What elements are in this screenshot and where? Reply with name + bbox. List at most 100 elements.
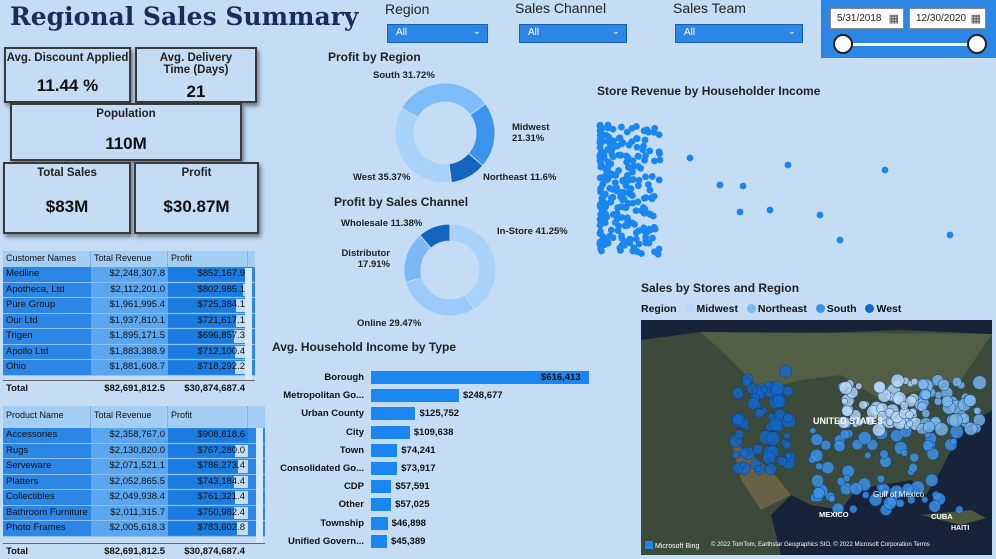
scatter-point[interactable] (599, 236, 607, 243)
map-store-marker[interactable] (889, 484, 904, 499)
calendar-icon[interactable]: ▦ (888, 13, 899, 25)
map-store-marker[interactable] (921, 496, 929, 504)
map-store-marker[interactable] (876, 474, 885, 483)
scatter-point[interactable] (604, 239, 612, 247)
scatter-point[interactable] (598, 136, 606, 144)
scatter-point[interactable] (648, 173, 656, 180)
scatter-point[interactable] (649, 234, 656, 242)
scatter-point[interactable] (784, 161, 792, 169)
scatter-point[interactable] (686, 154, 694, 162)
date-slider-end-handle[interactable] (967, 34, 987, 54)
scatter-point[interactable] (608, 170, 616, 178)
map-store-marker[interactable] (776, 455, 787, 466)
map-copyright[interactable]: © 2022 TomTom, Earthstar Geographics SIO… (711, 542, 930, 548)
scatter-point[interactable] (649, 212, 657, 220)
scatter-point[interactable] (618, 214, 626, 221)
map-store-marker[interactable] (764, 463, 777, 476)
scatter-point[interactable] (656, 156, 664, 164)
scatter-point[interactable] (604, 145, 612, 153)
column-header-customer[interactable]: Customer Names (3, 251, 91, 267)
map-store-marker[interactable] (963, 421, 978, 436)
table-row[interactable]: Trigen $1,895,171.5 $696,857.3 (3, 329, 255, 345)
map-store-marker[interactable] (754, 464, 762, 473)
scatter-point[interactable] (597, 163, 605, 171)
date-slider-track[interactable] (841, 43, 977, 46)
map-store-marker[interactable] (739, 447, 750, 458)
scatter-point[interactable] (606, 184, 614, 192)
scatter-point[interactable] (617, 193, 624, 201)
scatter-point[interactable] (642, 233, 650, 241)
map-store-marker[interactable] (839, 429, 850, 440)
table-row[interactable]: Collectibles $2,049,938.4 $761,321.4 (3, 490, 265, 506)
scatter-point[interactable] (648, 195, 656, 203)
map-store-marker[interactable] (770, 381, 785, 396)
calendar-icon[interactable]: ▦ (970, 13, 981, 25)
column-header-product[interactable]: Product Name (3, 406, 91, 428)
map-store-marker[interactable] (873, 380, 886, 394)
scatter-point[interactable] (619, 177, 627, 184)
map-store-marker[interactable] (865, 415, 876, 426)
scatter-point[interactable] (617, 247, 624, 254)
map-store-marker[interactable] (739, 461, 747, 469)
map-store-marker[interactable] (831, 502, 845, 515)
income-bar[interactable] (371, 462, 398, 475)
table-row[interactable]: Rugs $2,130,820.0 $767,280.0 (3, 443, 265, 459)
scatter-point[interactable] (607, 160, 615, 168)
map-store-marker[interactable] (883, 496, 897, 510)
scatter-point[interactable] (633, 135, 641, 143)
map-store-marker[interactable] (762, 451, 776, 465)
start-date-input[interactable]: 5/31/2018 ▦ (830, 8, 904, 29)
scatter-point[interactable] (601, 214, 609, 222)
table-row[interactable]: Bathroom Furniture $2,011,315.7 $750,982.4 (3, 505, 265, 521)
scatter-point[interactable] (641, 136, 649, 144)
map-store-marker[interactable] (858, 400, 868, 410)
map-store-marker[interactable] (741, 377, 752, 387)
donut-slice-wholesale[interactable] (419, 223, 451, 249)
map-store-marker[interactable] (732, 387, 744, 400)
map-store-marker[interactable] (769, 417, 783, 432)
map-store-marker[interactable] (849, 482, 863, 496)
scatter-point[interactable] (602, 131, 610, 139)
scatter-point[interactable] (601, 204, 609, 211)
income-bar[interactable] (371, 480, 392, 494)
map-store-marker[interactable] (849, 504, 858, 514)
map-store-marker[interactable] (809, 449, 824, 463)
map-store-marker[interactable] (955, 505, 964, 514)
scatter-point[interactable] (618, 123, 625, 131)
map-store-marker[interactable] (841, 405, 853, 417)
map-store-marker[interactable] (950, 437, 958, 446)
map-store-marker[interactable] (964, 394, 977, 407)
legend-northeast[interactable]: Northeast (757, 303, 807, 315)
scatter-point[interactable] (634, 162, 642, 170)
map-store-marker[interactable] (855, 382, 863, 390)
map-store-marker[interactable] (951, 376, 963, 388)
scatter-point[interactable] (596, 222, 604, 229)
scatter-point[interactable] (716, 181, 724, 189)
map-store-marker[interactable] (810, 433, 824, 446)
map-store-marker[interactable] (812, 486, 825, 500)
table-row[interactable]: Apollo Ltd $1,883,388.9 $712,100.4 (3, 344, 255, 360)
table-row[interactable]: Pure Group $1,961,995.4 $725,384.1 (3, 298, 255, 314)
scatter-point[interactable] (623, 128, 631, 136)
donut-slice-online[interactable] (405, 277, 475, 317)
sales-map[interactable]: UNITED STATES Gulf of Mexico MEXICO CUBA… (641, 320, 992, 555)
legend-south[interactable]: South (826, 303, 857, 315)
map-store-marker[interactable] (811, 474, 825, 488)
map-store-marker[interactable] (838, 381, 853, 395)
scatter-point[interactable] (607, 226, 615, 234)
scatter-point[interactable] (644, 181, 652, 188)
scatter-point[interactable] (739, 182, 747, 190)
map-store-marker[interactable] (917, 378, 929, 390)
scatter-point[interactable] (655, 148, 663, 156)
map-store-marker[interactable] (905, 410, 914, 419)
map-store-marker[interactable] (828, 495, 836, 503)
scatter-point[interactable] (651, 157, 658, 165)
map-store-marker[interactable] (879, 449, 889, 459)
map-store-marker[interactable] (872, 423, 886, 437)
map-store-marker[interactable] (855, 418, 864, 427)
scatter-point[interactable] (604, 137, 612, 145)
scatter-point[interactable] (640, 227, 648, 235)
map-store-marker[interactable] (841, 397, 848, 405)
scatter-point[interactable] (597, 128, 605, 136)
map-store-marker[interactable] (910, 377, 919, 386)
